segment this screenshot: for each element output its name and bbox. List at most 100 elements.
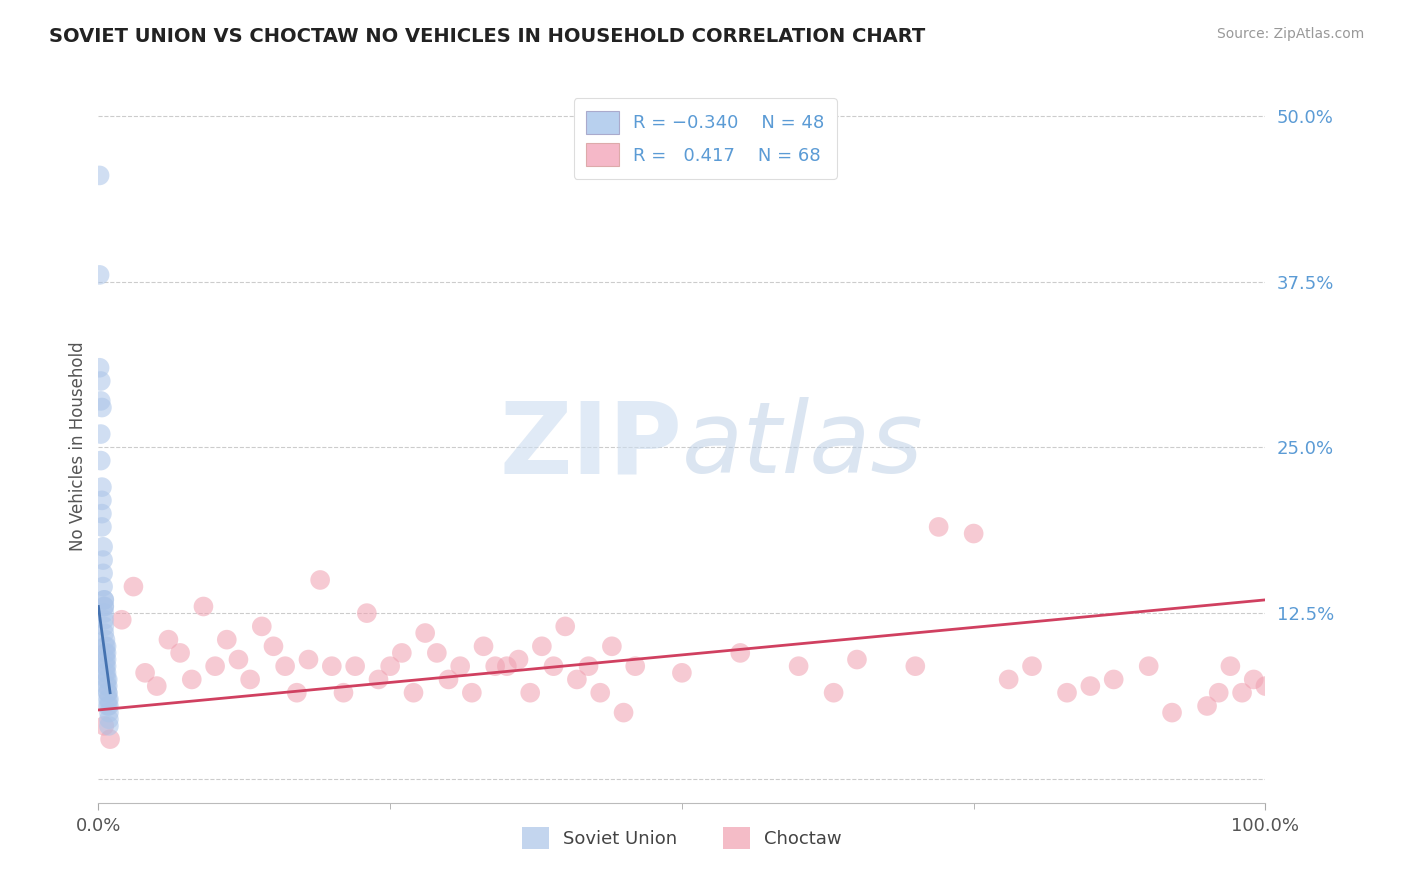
Point — [543, 659, 565, 673]
Point — [89, 268, 111, 282]
Point — [94, 646, 117, 660]
Point — [413, 626, 436, 640]
Point — [98, 732, 121, 747]
Text: ZIP: ZIP — [499, 398, 682, 494]
Point — [180, 673, 202, 687]
Point — [997, 673, 1019, 687]
Point — [93, 592, 115, 607]
Point — [157, 632, 180, 647]
Point — [846, 652, 869, 666]
Point — [93, 599, 115, 614]
Point — [90, 374, 112, 388]
Point — [94, 665, 117, 680]
Point — [134, 665, 156, 680]
Point — [96, 673, 118, 687]
Point — [297, 652, 319, 666]
Point — [96, 640, 118, 654]
Point — [239, 673, 262, 687]
Point — [90, 493, 112, 508]
Point — [1254, 679, 1277, 693]
Point — [94, 632, 117, 647]
Point — [97, 698, 120, 713]
Point — [96, 646, 118, 660]
Point — [496, 659, 519, 673]
Point — [565, 673, 588, 687]
Point — [309, 573, 332, 587]
Point — [262, 640, 284, 654]
Point — [204, 659, 226, 673]
Point — [484, 659, 506, 673]
Y-axis label: No Vehicles in Household: No Vehicles in Household — [69, 341, 87, 551]
Point — [97, 686, 120, 700]
Point — [96, 679, 118, 693]
Point — [93, 619, 115, 633]
Point — [94, 652, 117, 666]
Point — [928, 520, 950, 534]
Point — [193, 599, 215, 614]
Point — [93, 626, 115, 640]
Point — [97, 712, 120, 726]
Point — [90, 401, 112, 415]
Point — [1230, 686, 1253, 700]
Point — [530, 640, 553, 654]
Point — [671, 665, 693, 680]
Point — [823, 686, 845, 700]
Point — [391, 646, 413, 660]
Point — [93, 613, 115, 627]
Point — [97, 679, 120, 693]
Point — [111, 613, 134, 627]
Point — [89, 169, 111, 183]
Point — [146, 679, 169, 693]
Point — [97, 692, 120, 706]
Point — [90, 393, 112, 408]
Point — [1208, 686, 1230, 700]
Point — [90, 453, 112, 467]
Point — [1021, 659, 1043, 673]
Text: SOVIET UNION VS CHOCTAW NO VEHICLES IN HOUSEHOLD CORRELATION CHART: SOVIET UNION VS CHOCTAW NO VEHICLES IN H… — [49, 27, 925, 45]
Point — [97, 692, 120, 706]
Point — [472, 640, 495, 654]
Point — [344, 659, 367, 673]
Point — [402, 686, 425, 700]
Point — [228, 652, 250, 666]
Point — [426, 646, 449, 660]
Point — [90, 520, 112, 534]
Point — [613, 706, 636, 720]
Point — [91, 540, 114, 554]
Point — [93, 592, 115, 607]
Point — [90, 507, 112, 521]
Point — [96, 659, 118, 673]
Point — [250, 619, 273, 633]
Point — [169, 646, 191, 660]
Point — [600, 640, 623, 654]
Point — [904, 659, 927, 673]
Point — [380, 659, 402, 673]
Point — [89, 360, 111, 375]
Point — [215, 632, 238, 647]
Point — [787, 659, 810, 673]
Point — [97, 706, 120, 720]
Point — [94, 659, 117, 673]
Point — [93, 719, 115, 733]
Point — [1102, 673, 1125, 687]
Point — [1195, 698, 1218, 713]
Point — [437, 673, 460, 687]
Point — [730, 646, 752, 660]
Point — [332, 686, 354, 700]
Text: atlas: atlas — [682, 398, 924, 494]
Point — [274, 659, 297, 673]
Point — [321, 659, 343, 673]
Text: Source: ZipAtlas.com: Source: ZipAtlas.com — [1216, 27, 1364, 41]
Point — [1056, 686, 1078, 700]
Point — [508, 652, 530, 666]
Point — [90, 480, 112, 494]
Point — [91, 566, 114, 581]
Point — [1161, 706, 1184, 720]
Point — [554, 619, 576, 633]
Legend: Soviet Union, Choctaw: Soviet Union, Choctaw — [513, 818, 851, 858]
Point — [519, 686, 541, 700]
Point — [589, 686, 612, 700]
Point — [962, 526, 984, 541]
Point — [1219, 659, 1241, 673]
Point — [449, 659, 471, 673]
